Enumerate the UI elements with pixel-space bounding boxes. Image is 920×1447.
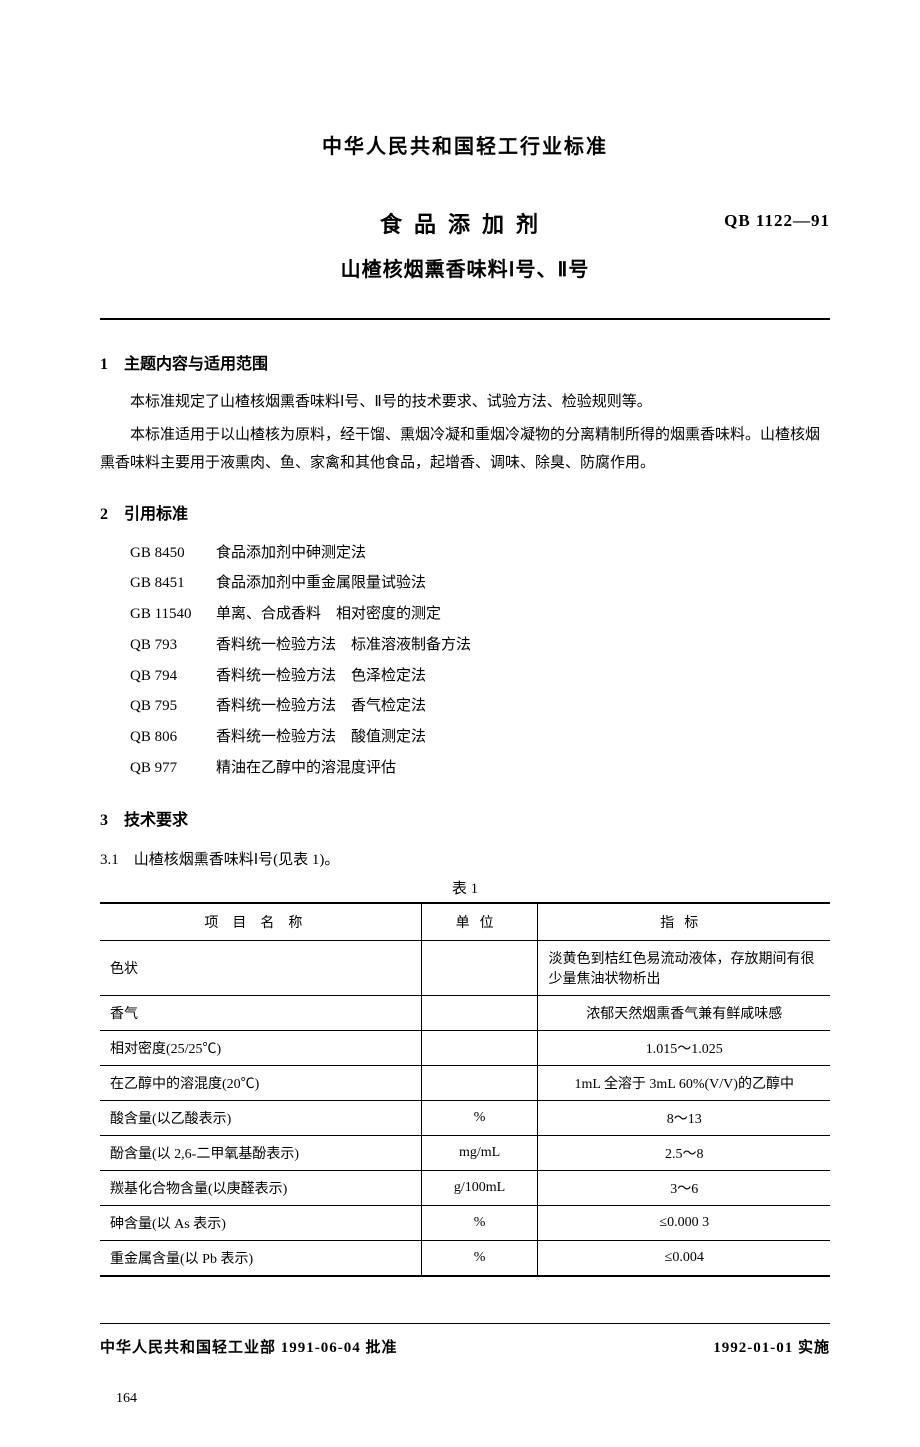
table-row: 酚含量(以 2,6-二甲氧基酚表示) mg/mL 2.5～8	[100, 1135, 830, 1170]
page-number: 164	[116, 1391, 830, 1407]
divider-thin	[100, 1323, 830, 1324]
cell-spec: 淡黄色到桔红色易流动液体，存放期间有很少量焦油状物析出	[538, 940, 830, 995]
cell-name: 在乙醇中的溶混度(20℃)	[100, 1065, 421, 1100]
ref-code: QB 806	[130, 722, 216, 753]
ref-item: QB 977精油在乙醇中的溶混度评估	[130, 753, 830, 784]
ref-code: GB 11540	[130, 599, 216, 630]
ref-code: GB 8451	[130, 568, 216, 599]
cell-unit	[421, 995, 538, 1030]
section-1-para-2: 本标准适用于以山楂核为原料，经干馏、熏烟冷凝和重烟冷凝物的分离精制所得的烟熏香味…	[100, 421, 830, 478]
cell-spec: ≤0.004	[538, 1240, 830, 1276]
cell-name: 酸含量(以乙酸表示)	[100, 1100, 421, 1135]
reference-list: GB 8450食品添加剂中砷测定法 GB 8451食品添加剂中重金属限量试验法 …	[130, 538, 830, 784]
ref-code: GB 8450	[130, 538, 216, 569]
table-row: 在乙醇中的溶混度(20℃) 1mL 全溶于 3mL 60%(V/V)的乙醇中	[100, 1065, 830, 1100]
table-row: 香气 浓郁天然烟熏香气兼有鲜咸味感	[100, 995, 830, 1030]
cell-unit: g/100mL	[421, 1170, 538, 1205]
table-row: 重金属含量(以 Pb 表示) % ≤0.004	[100, 1240, 830, 1276]
ref-item: QB 793香料统一检验方法 标准溶液制备方法	[130, 630, 830, 661]
ref-title: 精油在乙醇中的溶混度评估	[216, 753, 396, 784]
ref-code: QB 977	[130, 753, 216, 784]
standard-code: QB 1122—91	[724, 211, 830, 231]
title-block: 食品添加剂 QB 1122—91 山楂核烟熏香味料Ⅰ号、Ⅱ号	[100, 207, 830, 282]
ref-item: GB 8451食品添加剂中重金属限量试验法	[130, 568, 830, 599]
document-page: 中华人民共和国轻工行业标准 食品添加剂 QB 1122—91 山楂核烟熏香味料Ⅰ…	[0, 0, 920, 1447]
ref-title: 单离、合成香料 相对密度的测定	[216, 599, 441, 630]
section-1-heading: 1 主题内容与适用范围	[100, 350, 830, 374]
table-1-caption: 表 1	[100, 877, 830, 898]
table-1-header-row: 项目名称 单位 指标	[100, 903, 830, 941]
ref-code: QB 794	[130, 661, 216, 692]
standard-org-header: 中华人民共和国轻工行业标准	[100, 130, 830, 159]
ref-item: QB 806香料统一检验方法 酸值测定法	[130, 722, 830, 753]
effective-text: 1992-01-01 实施	[713, 1336, 830, 1357]
divider-thick	[100, 318, 830, 320]
ref-code: QB 795	[130, 691, 216, 722]
section-2-heading: 2 引用标准	[100, 500, 830, 524]
ref-title: 食品添加剂中重金属限量试验法	[216, 568, 426, 599]
ref-item: QB 794香料统一检验方法 色泽检定法	[130, 661, 830, 692]
table-row: 酸含量(以乙酸表示) % 8～13	[100, 1100, 830, 1135]
table-row: 羰基化合物含量(以庚醛表示) g/100mL 3～6	[100, 1170, 830, 1205]
cell-unit: %	[421, 1240, 538, 1276]
table-1-col-unit: 单位	[421, 903, 538, 941]
table-row: 色状 淡黄色到桔红色易流动液体，存放期间有很少量焦油状物析出	[100, 940, 830, 995]
cell-name: 香气	[100, 995, 421, 1030]
ref-item: GB 11540单离、合成香料 相对密度的测定	[130, 599, 830, 630]
section-3-1: 3.1 山楂核烟熏香味料Ⅰ号(见表 1)。	[100, 848, 830, 869]
ref-title: 香料统一检验方法 酸值测定法	[216, 722, 426, 753]
section-1-para-1: 本标准规定了山楂核烟熏香味料Ⅰ号、Ⅱ号的技术要求、试验方法、检验规则等。	[100, 388, 830, 417]
ref-code: QB 793	[130, 630, 216, 661]
ref-title: 香料统一检验方法 标准溶液制备方法	[216, 630, 471, 661]
cell-unit: %	[421, 1205, 538, 1240]
cell-name: 砷含量(以 As 表示)	[100, 1205, 421, 1240]
approval-text: 中华人民共和国轻工业部 1991-06-04 批准	[100, 1336, 398, 1357]
ref-item: GB 8450食品添加剂中砷测定法	[130, 538, 830, 569]
cell-spec: 1.015～1.025	[538, 1030, 830, 1065]
table-row: 砷含量(以 As 表示) % ≤0.000 3	[100, 1205, 830, 1240]
cell-spec: 浓郁天然烟熏香气兼有鲜咸味感	[538, 995, 830, 1030]
ref-title: 香料统一检验方法 香气检定法	[216, 691, 426, 722]
cell-name: 相对密度(25/25℃)	[100, 1030, 421, 1065]
ref-item: QB 795香料统一检验方法 香气检定法	[130, 691, 830, 722]
ref-title: 香料统一检验方法 色泽检定法	[216, 661, 426, 692]
cell-name: 重金属含量(以 Pb 表示)	[100, 1240, 421, 1276]
section-3-heading: 3 技术要求	[100, 806, 830, 830]
cell-spec: ≤0.000 3	[538, 1205, 830, 1240]
table-1-body: 色状 淡黄色到桔红色易流动液体，存放期间有很少量焦油状物析出 香气 浓郁天然烟熏…	[100, 940, 830, 1276]
cell-name: 色状	[100, 940, 421, 995]
ref-title: 食品添加剂中砷测定法	[216, 538, 366, 569]
cell-spec: 3～6	[538, 1170, 830, 1205]
cell-unit	[421, 1030, 538, 1065]
cell-unit: %	[421, 1100, 538, 1135]
approval-footer: 中华人民共和国轻工业部 1991-06-04 批准 1992-01-01 实施	[100, 1336, 830, 1357]
cell-name: 羰基化合物含量(以庚醛表示)	[100, 1170, 421, 1205]
cell-spec: 1mL 全溶于 3mL 60%(V/V)的乙醇中	[538, 1065, 830, 1100]
title-sub: 山楂核烟熏香味料Ⅰ号、Ⅱ号	[100, 253, 830, 282]
cell-spec: 2.5～8	[538, 1135, 830, 1170]
title-main: 食品添加剂	[100, 207, 830, 239]
table-row: 相对密度(25/25℃) 1.015～1.025	[100, 1030, 830, 1065]
table-1-col-name: 项目名称	[100, 903, 421, 941]
cell-spec: 8～13	[538, 1100, 830, 1135]
table-1: 项目名称 单位 指标 色状 淡黄色到桔红色易流动液体，存放期间有很少量焦油状物析…	[100, 902, 830, 1277]
cell-unit: mg/mL	[421, 1135, 538, 1170]
cell-unit	[421, 940, 538, 995]
cell-name: 酚含量(以 2,6-二甲氧基酚表示)	[100, 1135, 421, 1170]
table-1-col-spec: 指标	[538, 903, 830, 941]
cell-unit	[421, 1065, 538, 1100]
